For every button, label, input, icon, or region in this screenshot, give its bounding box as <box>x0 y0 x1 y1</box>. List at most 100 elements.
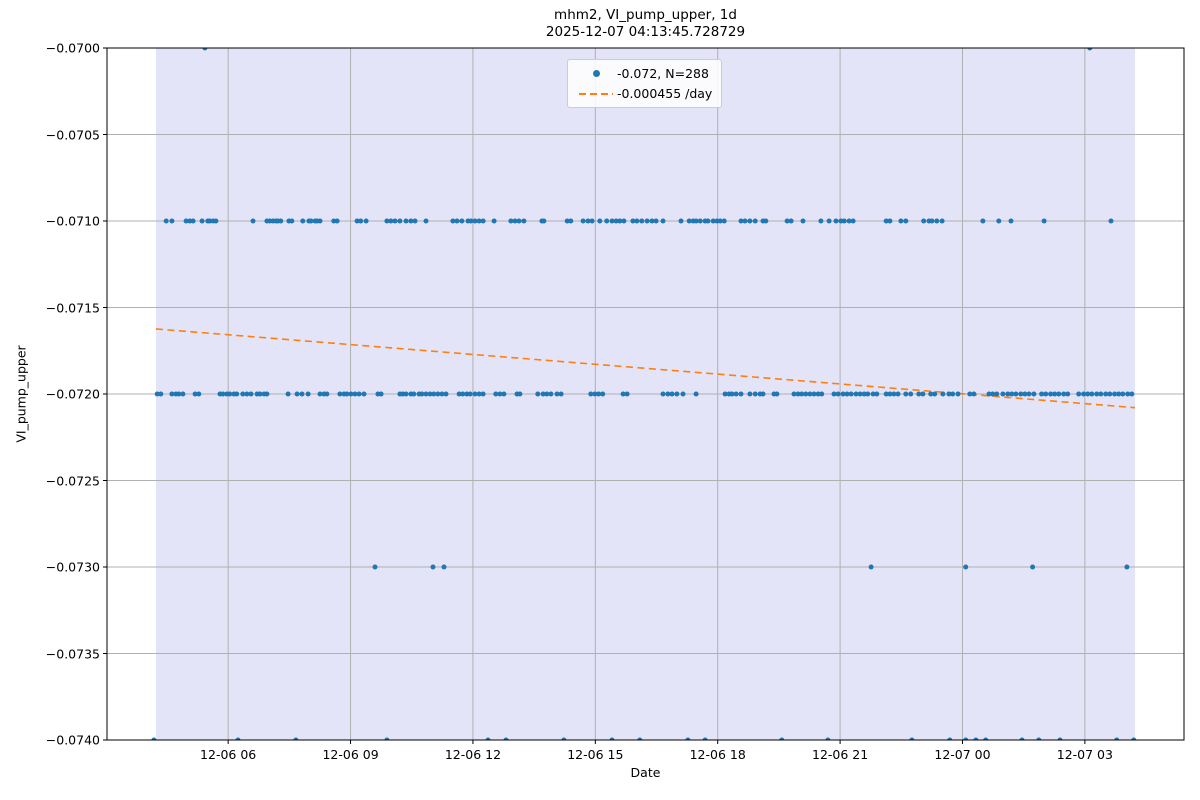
scatter-point <box>324 391 330 397</box>
scatter-point <box>1107 391 1113 397</box>
legend-marker-cell <box>575 70 617 77</box>
scatter-point <box>1036 737 1042 740</box>
scatter-point <box>264 391 270 397</box>
scatter-point <box>1108 218 1114 224</box>
scatter-point <box>1098 391 1104 397</box>
y-tick-label: −0.0730 <box>45 559 100 575</box>
scatter-point <box>967 391 973 397</box>
scatter-point <box>411 391 417 397</box>
scatter-point <box>588 391 594 397</box>
scatter-point <box>294 391 300 397</box>
y-tick-label: −0.0715 <box>45 300 100 315</box>
scatter-point <box>844 391 850 397</box>
scatter-point <box>472 391 478 397</box>
scatter-point <box>932 391 938 397</box>
y-tick-label: −0.0725 <box>45 473 100 488</box>
scatter-point <box>561 737 567 740</box>
scatter-point <box>848 391 854 397</box>
scatter-point <box>564 218 570 224</box>
scatter-point <box>973 737 979 740</box>
y-tick-label: −0.0705 <box>45 127 100 142</box>
scatter-point <box>540 391 546 397</box>
scatter-point <box>971 391 977 397</box>
scatter-point <box>920 391 926 397</box>
scatter-point <box>512 218 518 224</box>
scatter-point <box>596 391 602 397</box>
scatter-point <box>946 391 952 397</box>
scatter-point <box>609 218 615 224</box>
scatter-point <box>639 218 645 224</box>
scatter-point <box>408 218 414 224</box>
scatter-point <box>705 218 711 224</box>
scatter-point <box>227 391 233 397</box>
scatter-point <box>1000 391 1006 397</box>
scatter-point <box>833 218 839 224</box>
scatter-point <box>580 218 586 224</box>
scatter-point <box>1043 391 1049 397</box>
x-tick-label: 12-06 18 <box>689 747 746 762</box>
scatter-dot-icon <box>592 70 600 77</box>
scatter-point <box>963 564 969 570</box>
scatter-point <box>493 391 499 397</box>
scatter-point <box>825 737 831 740</box>
scatter-point <box>517 391 523 397</box>
legend-entry-scatter: -0.072, N=288 <box>575 65 712 82</box>
scatter-point <box>996 218 1002 224</box>
scatter-point <box>939 218 945 224</box>
scatter-point <box>1076 391 1082 397</box>
scatter-point <box>826 218 832 224</box>
scatter-point <box>986 391 992 397</box>
scatter-point <box>644 218 650 224</box>
scatter-point <box>983 737 989 740</box>
scatter-point <box>630 218 636 224</box>
scatter-point <box>609 737 615 740</box>
scatter-point <box>1056 391 1062 397</box>
scatter-point <box>835 391 841 397</box>
scatter-point <box>1120 391 1126 397</box>
scatter-point <box>476 391 482 397</box>
scatter-point <box>895 391 901 397</box>
scatter-point <box>278 218 284 224</box>
scatter-point <box>1039 391 1045 397</box>
scatter-point <box>412 218 418 224</box>
scatter-point <box>686 218 692 224</box>
scatter-point <box>702 737 708 740</box>
y-tick-label: −0.0710 <box>45 213 100 229</box>
scatter-point <box>660 391 666 397</box>
y-axis-label: VI_pump_upper <box>13 345 29 443</box>
scatter-point <box>289 218 295 224</box>
scatter-point <box>1124 564 1130 570</box>
x-tick-label: 12-06 15 <box>567 747 624 762</box>
scatter-point <box>1026 391 1032 397</box>
scatter-point <box>803 391 809 397</box>
scatter-point <box>454 218 460 224</box>
scatter-point <box>257 391 263 397</box>
scatter-point <box>541 218 547 224</box>
scatter-point <box>868 564 874 570</box>
scatter-point <box>558 391 564 397</box>
scatter-point <box>344 391 350 397</box>
scatter-point <box>1005 391 1011 397</box>
scatter-point <box>903 218 909 224</box>
scatter-point <box>305 391 311 397</box>
legend-entry-trend: -0.000455 /day <box>575 85 712 102</box>
scatter-point <box>1103 391 1109 397</box>
scatter-point <box>624 391 630 397</box>
scatter-point <box>883 218 889 224</box>
scatter-point <box>784 218 790 224</box>
scatter-point <box>788 218 794 224</box>
scatter-point <box>192 391 198 397</box>
scatter-point <box>1031 391 1037 397</box>
scatter-point <box>620 391 626 397</box>
scatter-point <box>990 391 996 397</box>
scatter-point <box>850 218 856 224</box>
scatter-point <box>929 218 935 224</box>
scatter-point <box>163 218 169 224</box>
legend-label-scatter: -0.072, N=288 <box>617 66 709 81</box>
scatter-point <box>472 218 478 224</box>
scatter-point <box>334 218 340 224</box>
y-tick-label: −0.0720 <box>45 386 100 402</box>
scatter-point <box>467 391 473 397</box>
scatter-point <box>419 391 425 397</box>
